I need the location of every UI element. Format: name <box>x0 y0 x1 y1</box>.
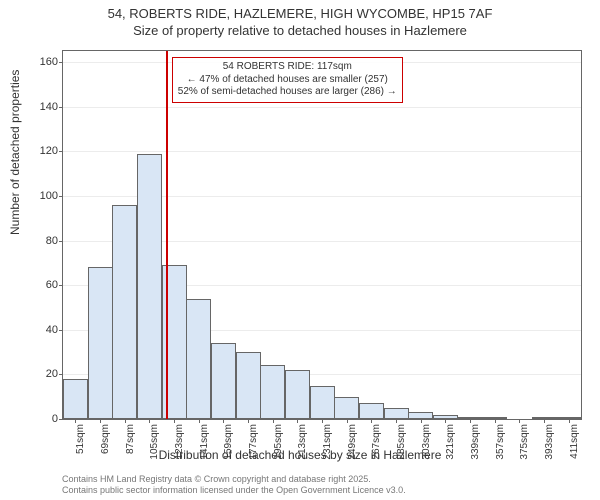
xtick-mark <box>495 419 496 423</box>
ytick-label: 60 <box>33 279 58 291</box>
xtick-mark <box>322 419 323 423</box>
histogram-bar <box>112 205 137 419</box>
histogram-bar <box>384 408 409 419</box>
plot-region: 02040608010012014016051sqm69sqm87sqm105s… <box>62 50 582 420</box>
histogram-bar <box>137 154 162 419</box>
xtick-mark <box>569 419 570 423</box>
histogram-bar <box>334 397 359 419</box>
ytick-mark <box>59 151 63 152</box>
xtick-mark <box>125 419 126 423</box>
histogram-bar <box>285 370 310 419</box>
ytick-mark <box>59 419 63 420</box>
xtick-mark <box>421 419 422 423</box>
histogram-bar <box>186 299 211 419</box>
x-axis-label: Distribution of detached houses by size … <box>0 448 600 462</box>
ytick-mark <box>59 330 63 331</box>
xtick-mark <box>470 419 471 423</box>
ytick-mark <box>59 107 63 108</box>
ytick-label: 20 <box>33 368 58 380</box>
ytick-label: 120 <box>33 145 58 157</box>
footer-line2: Contains public sector information licen… <box>62 485 406 496</box>
ytick-mark <box>59 285 63 286</box>
annotation-line: 52% of semi-detached houses are larger (… <box>178 86 397 99</box>
annotation-line: ← 47% of detached houses are smaller (25… <box>178 74 397 87</box>
xtick-mark <box>371 419 372 423</box>
histogram-bar <box>310 386 335 419</box>
xtick-mark <box>75 419 76 423</box>
histogram-bar <box>88 267 113 419</box>
xtick-mark <box>297 419 298 423</box>
ytick-label: 0 <box>33 413 58 425</box>
chart-title-line1: 54, ROBERTS RIDE, HAZLEMERE, HIGH WYCOMB… <box>0 0 600 23</box>
xtick-mark <box>223 419 224 423</box>
xtick-mark <box>519 419 520 423</box>
xtick-mark <box>199 419 200 423</box>
histogram-bar <box>236 352 261 419</box>
histogram-bar <box>359 403 384 419</box>
ytick-mark <box>59 241 63 242</box>
chart-container: 54, ROBERTS RIDE, HAZLEMERE, HIGH WYCOMB… <box>0 0 600 500</box>
ytick-label: 140 <box>33 101 58 113</box>
annotation-box: 54 ROBERTS RIDE: 117sqm← 47% of detached… <box>172 57 403 103</box>
histogram-bar <box>211 343 236 419</box>
xtick-mark <box>347 419 348 423</box>
ytick-label: 160 <box>33 56 58 68</box>
ytick-label: 100 <box>33 190 58 202</box>
xtick-mark <box>100 419 101 423</box>
histogram-bar <box>63 379 88 419</box>
ytick-label: 40 <box>33 324 58 336</box>
xtick-mark <box>248 419 249 423</box>
histogram-bar <box>260 365 285 419</box>
ytick-mark <box>59 196 63 197</box>
xtick-mark <box>149 419 150 423</box>
y-axis-label: Number of detached properties <box>8 70 22 235</box>
xtick-mark <box>174 419 175 423</box>
ytick-mark <box>59 374 63 375</box>
ytick-mark <box>59 62 63 63</box>
gridline <box>63 151 581 152</box>
xtick-mark <box>445 419 446 423</box>
histogram-bar <box>408 412 433 419</box>
chart-title-line2: Size of property relative to detached ho… <box>0 23 600 38</box>
xtick-mark <box>273 419 274 423</box>
gridline <box>63 107 581 108</box>
ytick-label: 80 <box>33 235 58 247</box>
annotation-line: 54 ROBERTS RIDE: 117sqm <box>178 61 397 74</box>
chart-area: 02040608010012014016051sqm69sqm87sqm105s… <box>62 50 582 420</box>
xtick-mark <box>396 419 397 423</box>
footer-line1: Contains HM Land Registry data © Crown c… <box>62 474 406 485</box>
xtick-mark <box>544 419 545 423</box>
footer-attribution: Contains HM Land Registry data © Crown c… <box>62 474 406 496</box>
marker-line <box>166 51 168 419</box>
